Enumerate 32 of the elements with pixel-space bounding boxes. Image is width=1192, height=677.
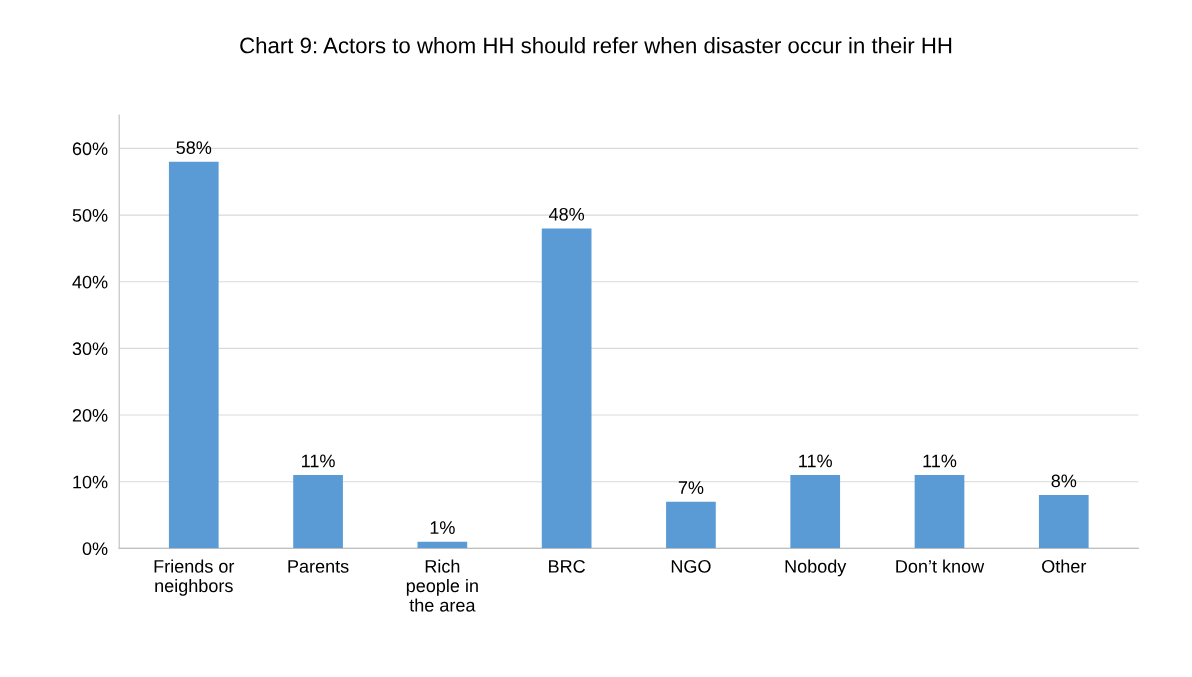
x-tick-label: Other — [1042, 559, 1087, 573]
bar — [1038, 495, 1089, 549]
y-tick-label: 40% — [72, 275, 108, 289]
data-label: 7% — [678, 481, 704, 494]
y-tick-label: 30% — [72, 342, 108, 356]
y-tick-label: 20% — [72, 408, 108, 422]
y-tick-label: 50% — [72, 209, 108, 222]
data-label: 11% — [799, 454, 832, 468]
data-label: 48% — [548, 207, 585, 221]
x-tick-label: Don’t know — [896, 559, 985, 573]
x-tick-label: NGO — [671, 559, 711, 573]
bar — [914, 475, 965, 549]
x-tick-label: Nobody — [785, 559, 847, 577]
bar — [417, 541, 468, 549]
y-tick-label: 10% — [73, 475, 108, 489]
chart-title: Chart 9: Actors to whom HH should refer when disaster occur in their HH — [240, 37, 952, 54]
x-tick-label: BRC — [549, 559, 586, 573]
bar — [666, 501, 716, 549]
bar — [541, 228, 592, 549]
y-tick-label: 60% — [72, 142, 108, 156]
data-label: 11% — [923, 454, 957, 468]
y-tick-label: 0% — [82, 542, 108, 556]
data-label: 8% — [1051, 474, 1077, 488]
bar — [790, 475, 841, 549]
bar — [168, 161, 219, 549]
data-label: 58% — [176, 141, 212, 155]
data-label: 1% — [430, 521, 455, 534]
data-label: 11% — [302, 454, 335, 468]
x-tick-label: Friends or neighbors — [154, 559, 235, 596]
x-tick-label: Parents — [288, 560, 349, 573]
bar — [293, 475, 343, 549]
x-tick-label: Rich people in the area — [406, 559, 478, 612]
